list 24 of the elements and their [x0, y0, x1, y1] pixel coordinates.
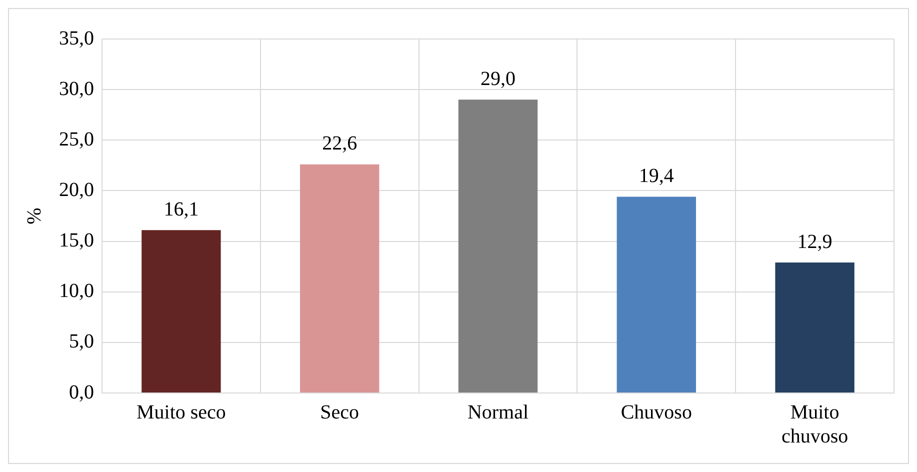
bar	[300, 164, 380, 392]
data-label: 19,4	[638, 165, 674, 188]
bar	[458, 100, 538, 392]
y-tick-label: 30,0	[59, 78, 94, 100]
y-tick-label: 25,0	[59, 128, 94, 150]
bar	[616, 196, 696, 392]
y-axis-title: %	[23, 208, 46, 224]
bar	[775, 262, 854, 392]
y-tick-label: 20,0	[59, 178, 94, 201]
y-tick-label: 10,0	[59, 280, 94, 302]
y-tick-label: 5,0	[69, 330, 94, 353]
data-label: 22,6	[322, 132, 358, 155]
bar	[142, 230, 221, 392]
y-tick-label: 15,0	[59, 230, 94, 252]
data-label: 29,0	[480, 68, 516, 90]
data-label: 12,9	[797, 230, 832, 253]
x-tick-label: Muito seco	[136, 401, 226, 424]
x-tick-label: Muito chuvoso	[781, 401, 848, 448]
y-tick-label: 35,0	[59, 27, 94, 50]
y-tick-label: 0,0	[69, 381, 94, 404]
x-tick-label: Normal	[467, 401, 529, 424]
x-tick-label: Seco	[320, 401, 360, 424]
x-tick-label: Chuvoso	[620, 401, 692, 424]
data-label: 16,1	[164, 198, 199, 220]
